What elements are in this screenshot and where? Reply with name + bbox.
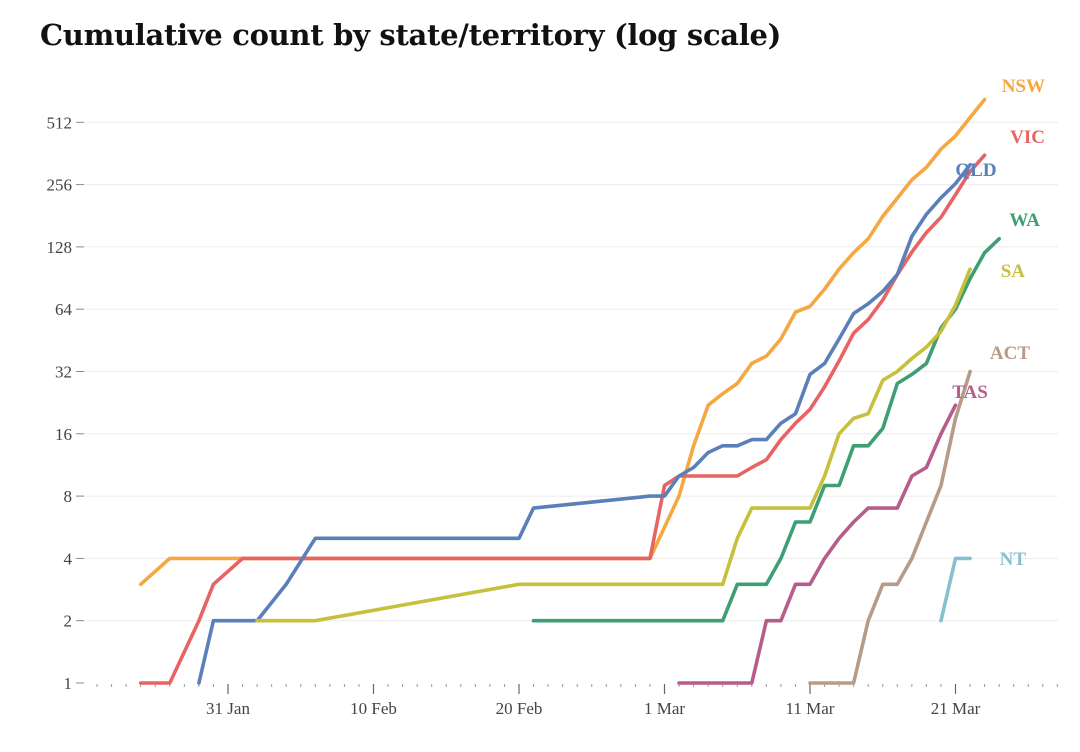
series-line-wa xyxy=(531,237,1001,623)
y-tick-label: 8 xyxy=(64,487,73,506)
y-tick-label: 16 xyxy=(55,425,72,444)
series-line-vic xyxy=(138,153,987,685)
series-label-qld: QLD xyxy=(955,160,996,181)
series-line-tas xyxy=(677,403,958,685)
series-line-nt xyxy=(939,556,972,623)
series-lines xyxy=(138,97,1001,685)
series-line-sa xyxy=(255,267,972,623)
x-tick-label: 10 Feb xyxy=(350,699,397,718)
x-tick-label: 20 Feb xyxy=(496,699,543,718)
y-tick-label: 2 xyxy=(64,612,73,631)
y-tick-label: 32 xyxy=(55,363,72,382)
series-label-nt: NT xyxy=(1000,549,1027,570)
series-label-tas: TAS xyxy=(952,382,988,403)
y-tick-label: 128 xyxy=(47,238,73,257)
y-tick-label: 64 xyxy=(55,300,73,319)
series-label-wa: WA xyxy=(1009,210,1040,231)
series-line-nsw xyxy=(138,97,987,587)
chart-title: Cumulative count by state/territory (log… xyxy=(40,18,782,52)
axes: 1 2 4 8 16 32 64 128 256 512 31 Jan 10 Feb 20 Feb 1 M… xyxy=(47,113,1058,718)
y-tick-label: 1 xyxy=(64,674,73,693)
series-line-qld xyxy=(197,163,972,685)
series-label-vic: VIC xyxy=(1010,127,1045,148)
x-tick-label: 11 Mar xyxy=(786,699,835,718)
y-tick-label: 4 xyxy=(64,549,73,568)
series-label-sa: SA xyxy=(1001,261,1026,282)
y-tick-label: 512 xyxy=(47,113,73,132)
series-line-act xyxy=(808,369,972,685)
x-tick-label: 21 Mar xyxy=(931,699,981,718)
gridlines xyxy=(85,121,1058,622)
series-label-act: ACT xyxy=(990,343,1030,364)
x-tick-label: 1 Mar xyxy=(644,699,685,718)
x-tick-label: 31 Jan xyxy=(206,699,250,718)
y-tick-label: 256 xyxy=(47,176,73,195)
series-label-nsw: NSW xyxy=(1002,76,1045,97)
